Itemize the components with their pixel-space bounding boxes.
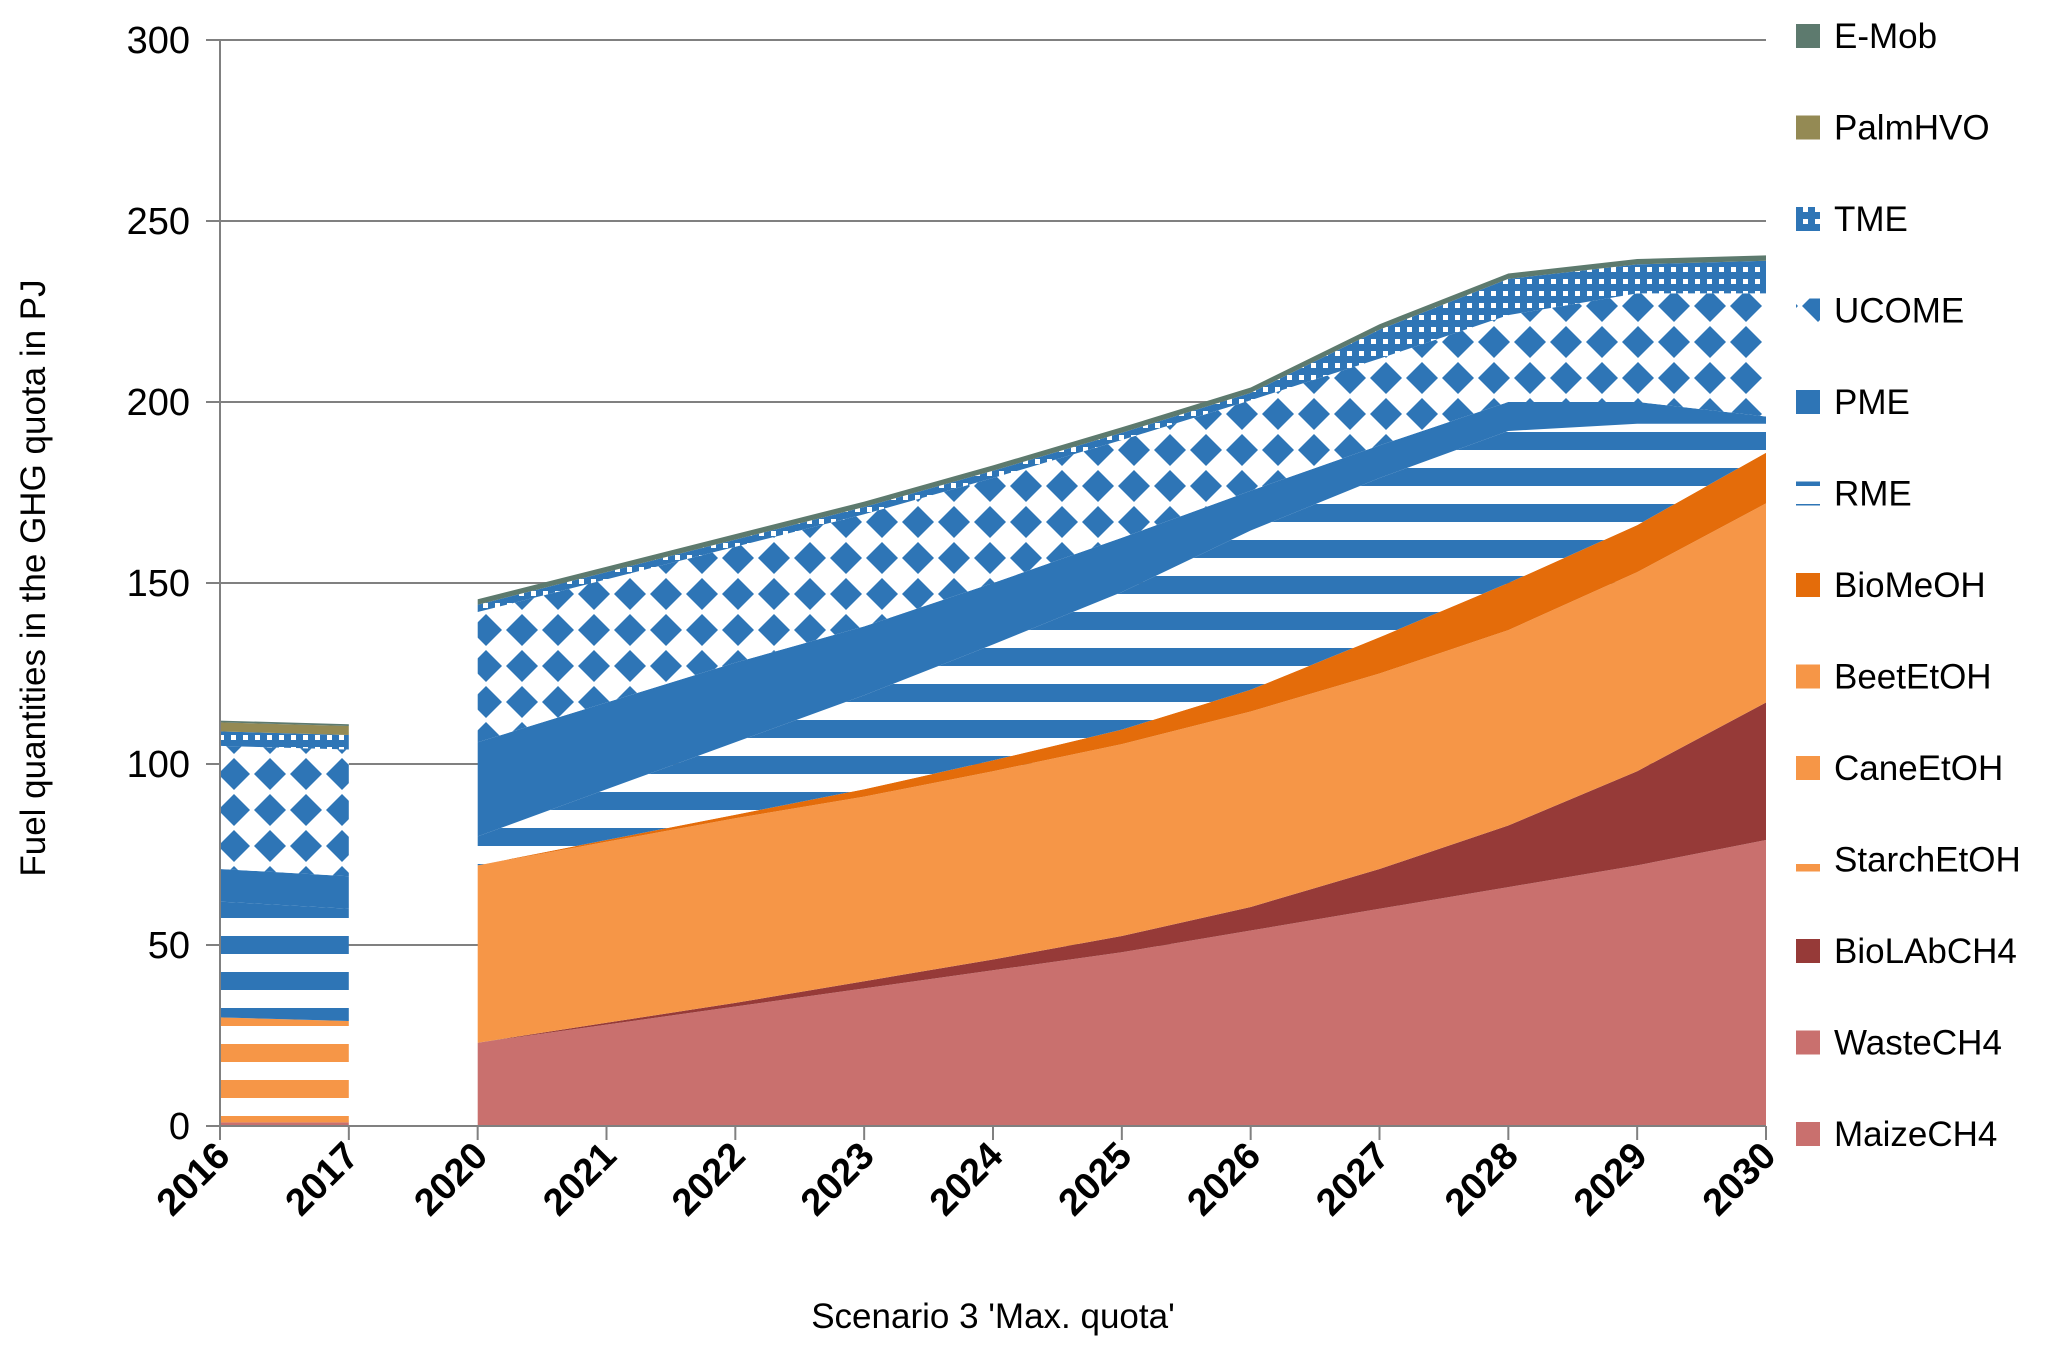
- y-tick-label: 200: [127, 382, 190, 424]
- area-biolabch4: [477, 702, 1767, 1043]
- legend-swatch: [1796, 298, 1820, 323]
- legend-item: UCOME: [1796, 292, 1964, 331]
- legend-swatch: [1796, 756, 1820, 780]
- legend-item: CaneEtOH: [1796, 749, 2003, 788]
- legend-swatch: [1796, 847, 1820, 872]
- area-ucome: [220, 745, 349, 877]
- x-tick-label: 2017: [278, 1135, 367, 1224]
- legend-item: BeetEtOH: [1796, 658, 1992, 697]
- x-tick-label: 2024: [922, 1135, 1011, 1224]
- area-tme: [477, 260, 1767, 612]
- area-starchetoh: [220, 1017, 349, 1123]
- legend-item: StarchEtOH: [1796, 841, 2021, 880]
- legend-item: WasteCH4: [1796, 1024, 2002, 1063]
- legend-label: BioMeOH: [1834, 566, 1986, 605]
- x-tick-label: 2027: [1308, 1135, 1397, 1224]
- area-rme: [477, 423, 1767, 866]
- legend-label: E-Mob: [1834, 17, 1937, 56]
- legend-item: E-Mob: [1796, 17, 1937, 56]
- x-tick-label: 2020: [407, 1135, 496, 1224]
- area-rme: [220, 901, 349, 1021]
- legend-label: StarchEtOH: [1834, 841, 2021, 880]
- area-wastech4: [477, 840, 1767, 1126]
- legend-item: BioLAbCH4: [1796, 932, 2017, 971]
- legend-label: BeetEtOH: [1834, 658, 1992, 697]
- legend-swatch: [1796, 664, 1820, 689]
- area-e-mob: [477, 255, 1767, 605]
- legend-item: BioMeOH: [1796, 566, 1986, 605]
- legend-item: RME: [1796, 475, 1912, 514]
- area-pme: [220, 869, 349, 909]
- legend-label: RME: [1834, 475, 1912, 514]
- x-tick-label: 2025: [1051, 1135, 1140, 1224]
- legend-swatch: [1796, 1030, 1820, 1055]
- area-tme: [220, 731, 349, 750]
- y-tick-label: 100: [127, 744, 190, 786]
- x-axis-title: Scenario 3 'Max. quota': [811, 1297, 1175, 1336]
- legend-label: TME: [1834, 200, 1908, 239]
- area-ucome: [477, 293, 1767, 743]
- legend-item: PME: [1796, 383, 1910, 422]
- legend-swatch: [1796, 573, 1820, 597]
- legend-swatch: [1796, 481, 1820, 506]
- y-tick-labels: 0 50 100 150 200 250 300: [127, 20, 220, 1148]
- area-e-mob: [220, 720, 349, 726]
- legend-item: MaizeCH4: [1796, 1115, 1997, 1154]
- x-tick-label: 2030: [1695, 1135, 1784, 1224]
- legend-label: PME: [1834, 383, 1910, 422]
- x-tick-label: 2021: [535, 1135, 624, 1224]
- x-tick-label: 2023: [793, 1135, 882, 1224]
- legend: E-Mob PalmHVO TME UCOME PME RME BioMeOH BeetEtO…: [1796, 17, 2021, 1154]
- area-palmhvo: [220, 722, 349, 735]
- y-axis-title: Fuel quantities in the GHG quota in PJ: [14, 279, 53, 876]
- legend-swatch: [1796, 207, 1820, 231]
- legend-swatch: [1796, 115, 1820, 140]
- y-tick-label: 250: [127, 201, 190, 243]
- area-caneetoh: [477, 503, 1767, 1043]
- legend-swatch: [1796, 390, 1820, 414]
- x-tick-label: 2028: [1437, 1135, 1526, 1224]
- y-tick-label: 300: [127, 20, 190, 62]
- legend-swatch: [1796, 24, 1820, 48]
- legend-swatch: [1796, 939, 1820, 963]
- series-areas: [220, 255, 1767, 1126]
- x-tick-label: 2026: [1180, 1135, 1269, 1224]
- legend-label: CaneEtOH: [1834, 749, 2003, 788]
- legend-item: TME: [1796, 200, 1908, 239]
- y-tick-label: 150: [127, 563, 190, 605]
- legend-label: MaizeCH4: [1834, 1115, 1997, 1154]
- legend-label: PalmHVO: [1834, 109, 1990, 148]
- legend-item: PalmHVO: [1796, 109, 1990, 148]
- y-tick-label: 0: [169, 1106, 190, 1148]
- x-tick-label: 2016: [149, 1135, 238, 1224]
- legend-label: WasteCH4: [1834, 1024, 2002, 1063]
- legend-label: BioLAbCH4: [1834, 932, 2017, 971]
- x-tick-labels: 2016 2017 2020 2021 2022 2023 2024 2025 2026 2027…: [149, 1126, 1784, 1224]
- y-tick-label: 50: [148, 925, 190, 967]
- legend-swatch: [1796, 1122, 1820, 1146]
- x-tick-label: 2022: [664, 1135, 753, 1224]
- legend-label: UCOME: [1834, 292, 1964, 331]
- x-tick-label: 2029: [1566, 1135, 1655, 1224]
